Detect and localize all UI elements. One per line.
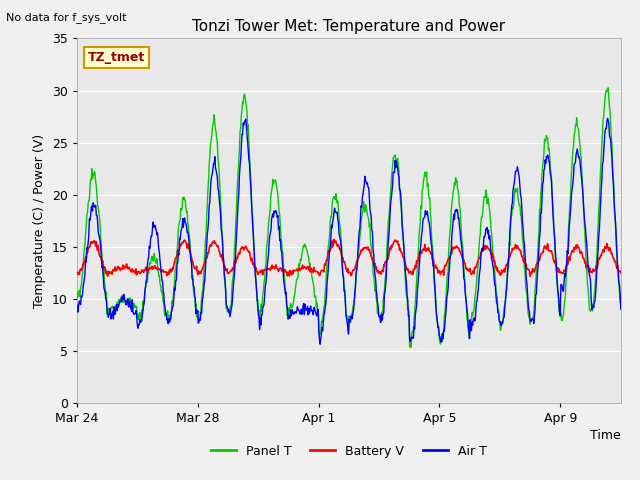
- X-axis label: Time: Time: [590, 429, 621, 442]
- Text: No data for f_sys_volt: No data for f_sys_volt: [6, 12, 127, 23]
- Y-axis label: Temperature (C) / Power (V): Temperature (C) / Power (V): [33, 134, 46, 308]
- Title: Tonzi Tower Met: Temperature and Power: Tonzi Tower Met: Temperature and Power: [192, 20, 506, 35]
- Legend: Panel T, Battery V, Air T: Panel T, Battery V, Air T: [206, 440, 492, 463]
- Text: TZ_tmet: TZ_tmet: [88, 51, 145, 64]
